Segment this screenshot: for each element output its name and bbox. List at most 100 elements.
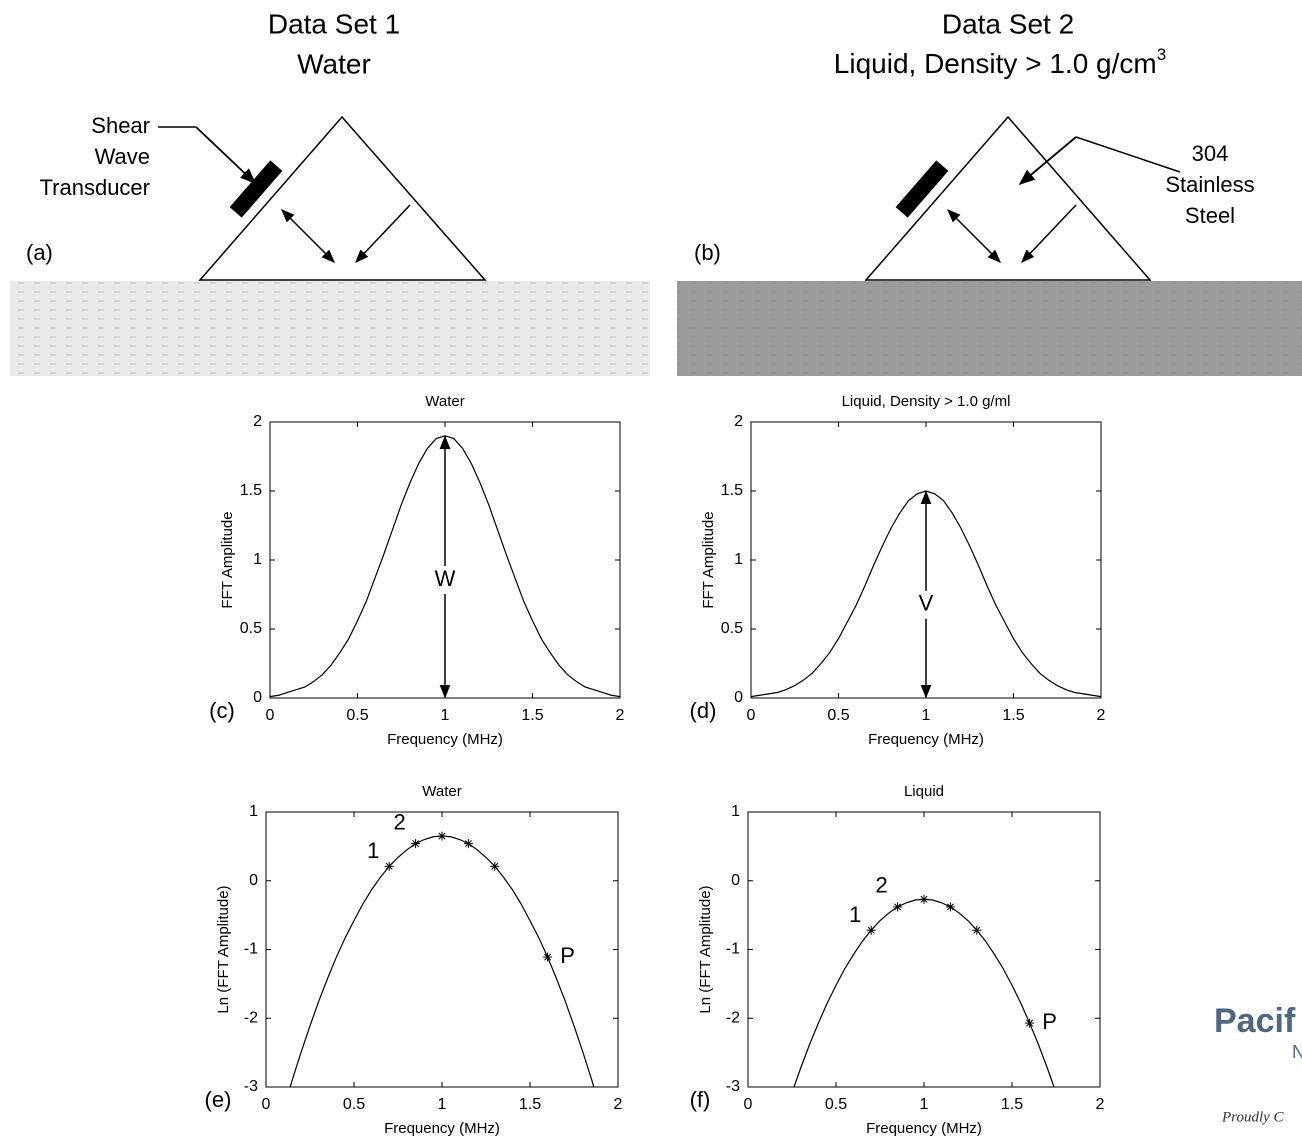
point-annotation: 2 — [875, 873, 887, 898]
callout-line — [1076, 137, 1180, 172]
x-tick-label: 2 — [616, 707, 625, 724]
panel-label: (a) — [26, 240, 53, 265]
chart: Liquid, Density > 1.0 g/ml Frequency (MHz… — [690, 393, 1106, 748]
logo-text: Pacif — [1214, 1002, 1296, 1040]
chart: Water Frequency (MHz) Ln (FFT Amplitude) (e… — [205, 783, 623, 1137]
x-tick-label: 1 — [922, 707, 931, 724]
x-tick-label: 1 — [920, 1096, 929, 1113]
logo: Pacif N Proudly C — [1214, 1002, 1302, 1125]
x-tick-label: 1.5 — [1001, 1096, 1023, 1113]
x-tick-label: 0.5 — [825, 1096, 847, 1113]
point-annotation: 1 — [849, 902, 861, 927]
page: Data Set 1 Water Shear Wave Transducer (… — [0, 0, 1302, 1141]
plot-frame — [748, 812, 1100, 1087]
x-tick-label: 0 — [744, 1096, 753, 1113]
chart-title: Liquid — [904, 783, 944, 800]
panel-label: (c) — [209, 698, 235, 723]
diagram-title: Water — [297, 48, 371, 79]
logo-tagline: Proudly C — [1221, 1109, 1285, 1125]
x-tick-label: 1.5 — [519, 1096, 541, 1113]
marker — [385, 862, 394, 871]
callout-text: Shear — [91, 113, 150, 138]
point-annotation: 1 — [367, 838, 379, 863]
y-tick-label: 1 — [253, 551, 262, 568]
x-tick-label: 0 — [747, 707, 756, 724]
figure: Data Set 1 Water Shear Wave Transducer (… — [0, 0, 1302, 1141]
y-tick-label: -1 — [726, 941, 740, 958]
x-axis-label: Frequency (MHz) — [384, 1120, 500, 1137]
x-tick-label: 0.5 — [343, 1096, 365, 1113]
chart-title: Liquid, Density > 1.0 g/ml — [842, 393, 1011, 410]
marker — [1025, 1019, 1034, 1028]
y-axis-label: FFT Amplitude — [219, 511, 236, 608]
x-tick-label: 0 — [262, 1096, 271, 1113]
diagram-title: Data Set 2 — [942, 8, 1074, 39]
marker — [893, 902, 902, 911]
panel-label: (d) — [690, 698, 717, 723]
point-annotation: P — [560, 943, 575, 968]
liquid-region — [677, 281, 1302, 376]
x-tick-label: 1 — [441, 707, 450, 724]
y-tick-label: 0 — [253, 689, 262, 706]
y-tick-label: 0.5 — [721, 620, 743, 637]
marker — [411, 839, 420, 848]
diagram-b: Data Set 2 Liquid, Density > 1.0 g/cm3 3… — [677, 8, 1302, 376]
logo-subtext: N — [1292, 1042, 1302, 1062]
x-tick-label: 0 — [266, 707, 275, 724]
title-superscript: 3 — [1157, 45, 1166, 64]
marker — [543, 953, 552, 962]
y-tick-label: 0 — [249, 872, 258, 889]
panel-label: (b) — [694, 240, 721, 265]
x-tick-label: 2 — [1096, 1096, 1105, 1113]
arrow-label: V — [919, 591, 934, 616]
y-axis-label: Ln (FFT Amplitude) — [215, 885, 232, 1013]
diagram-title: Liquid, Density > 1.0 g/cm3 — [834, 45, 1166, 79]
y-axis-label: Ln (FFT Amplitude) — [697, 885, 714, 1013]
marker — [464, 839, 473, 848]
y-tick-label: -1 — [244, 941, 258, 958]
y-tick-label: 0 — [734, 689, 743, 706]
y-tick-label: 1.5 — [721, 482, 743, 499]
marker — [490, 862, 499, 871]
y-tick-label: 0.5 — [240, 620, 262, 637]
x-tick-label: 1.5 — [1002, 707, 1024, 724]
y-axis-label: FFT Amplitude — [700, 511, 717, 608]
y-tick-label: 1 — [249, 803, 258, 820]
y-tick-label: -3 — [244, 1078, 258, 1095]
callout-text: Transducer — [40, 175, 150, 200]
y-tick-label: 0 — [731, 872, 740, 889]
panel-label: (f) — [690, 1087, 711, 1112]
y-tick-label: 1 — [734, 551, 743, 568]
y-tick-label: 1.5 — [240, 482, 262, 499]
arrow-label: W — [435, 566, 456, 591]
callout-text: Wave — [95, 144, 150, 169]
panel-label: (e) — [205, 1087, 232, 1112]
x-tick-label: 1 — [438, 1096, 447, 1113]
chart-title: Water — [422, 783, 461, 800]
callout-arrow — [196, 127, 255, 183]
y-tick-label: 2 — [253, 413, 262, 430]
callout-text: Steel — [1185, 203, 1235, 228]
x-tick-label: 2 — [614, 1096, 623, 1113]
water-region — [10, 281, 650, 376]
x-axis-label: Frequency (MHz) — [387, 731, 503, 748]
x-axis-label: Frequency (MHz) — [866, 1120, 982, 1137]
y-tick-label: -2 — [726, 1009, 740, 1026]
y-tick-label: 1 — [731, 803, 740, 820]
chart: Liquid Frequency (MHz) Ln (FFT Amplitude) (… — [690, 783, 1105, 1137]
marker — [438, 832, 447, 841]
x-tick-label: 1.5 — [521, 707, 543, 724]
x-tick-label: 0.5 — [827, 707, 849, 724]
point-annotation: 2 — [393, 809, 405, 834]
diagram-title: Data Set 1 — [268, 8, 400, 39]
title-text: Liquid, Density > 1.0 g/cm — [834, 48, 1157, 79]
x-axis-label: Frequency (MHz) — [868, 731, 984, 748]
curve — [792, 899, 1056, 1092]
point-annotation: P — [1042, 1009, 1057, 1034]
callout-text: Stainless — [1165, 172, 1254, 197]
y-tick-label: -3 — [726, 1078, 740, 1095]
y-tick-label: -2 — [244, 1009, 258, 1026]
diagram-a: Data Set 1 Water Shear Wave Transducer (… — [10, 8, 650, 376]
marker — [946, 902, 955, 911]
